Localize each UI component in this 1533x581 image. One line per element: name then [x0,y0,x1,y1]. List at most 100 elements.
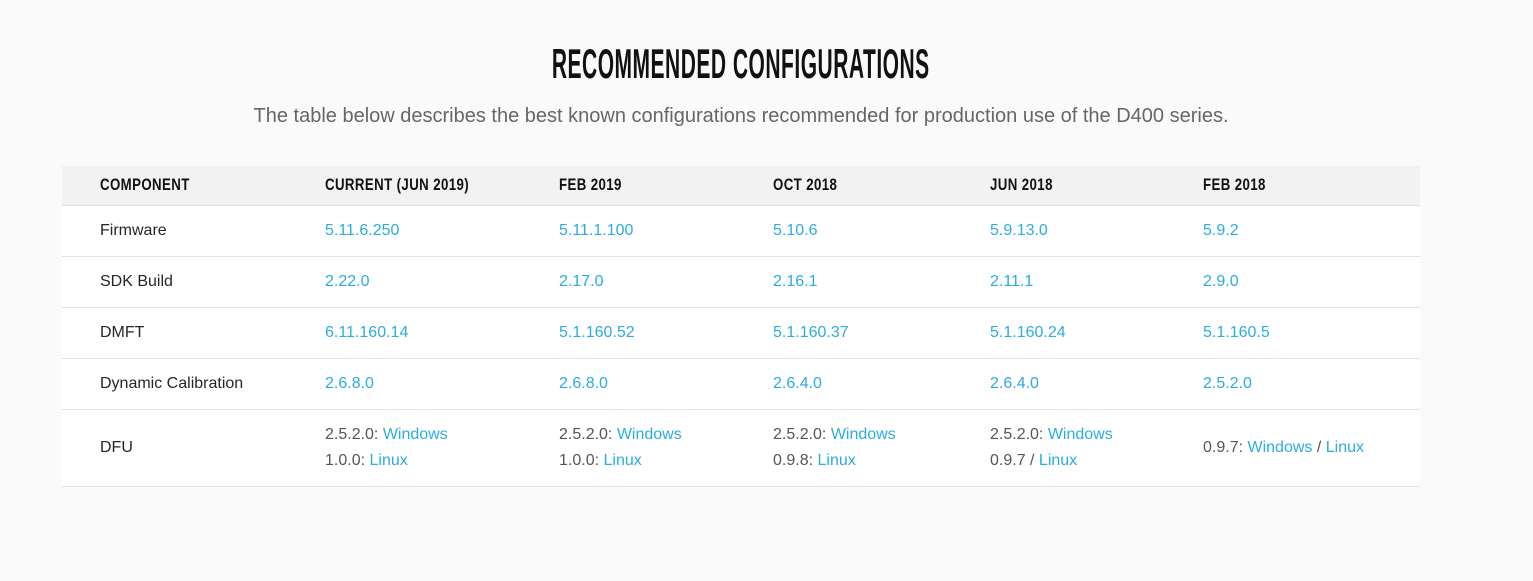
column-header-feb-2018: FEB 2018 [1165,166,1420,206]
version-link[interactable]: 2.6.4.0 [773,374,822,392]
version-line: 2.5.2.0: Windows [559,422,725,448]
version-line: 2.6.4.0 [773,371,942,397]
version-cell: 2.22.0 [287,256,521,308]
table-row-dfu: DFU 2.5.2.0: Windows 1.0.0: Linux 2.5.2.0: … [62,409,1420,487]
column-header-label: FEB 2019 [559,175,622,195]
version-text: 2.5.2.0: [773,425,831,443]
version-line: 1.0.0: Linux [325,448,511,474]
component-name: Dynamic Calibration [62,358,287,410]
page-subtitle: The table below describes the best known… [253,105,1229,127]
component-name: Firmware [62,205,287,257]
column-header-feb-2019: FEB 2019 [521,166,735,206]
version-link[interactable]: 2.5.2.0 [1203,374,1252,392]
version-cell: 5.1.160.52 [521,307,735,359]
column-header-oct-2018: OCT 2018 [735,166,952,206]
version-link[interactable]: Linux [817,451,856,469]
table-body: Firmware 5.11.6.250 5.11.1.100 5.10.6 5.9.13… [62,205,1420,487]
version-cell: 2.5.2.0: Windows 0.9.7 / Linux [952,409,1165,487]
version-cell: 5.1.160.24 [952,307,1165,359]
version-link[interactable]: 2.16.1 [773,272,818,290]
version-cell: 2.5.2.0: Windows 1.0.0: Linux [287,409,521,487]
version-line: 5.1.160.5 [1203,320,1410,346]
version-cell: 5.1.160.37 [735,307,952,359]
column-header-label: COMPONENT [100,175,190,195]
version-text: 2.5.2.0: [559,425,617,443]
column-header-component: COMPONENT [62,166,287,206]
version-cell: 5.9.2 [1165,205,1420,257]
version-cell: 2.9.0 [1165,256,1420,308]
version-cell: 2.5.2.0 [1165,358,1420,410]
version-link[interactable]: Windows [1047,425,1113,443]
version-text: 0.9.8: [773,451,818,469]
version-link[interactable]: Windows [616,425,682,443]
version-line: 5.1.160.52 [559,320,725,346]
component-name: SDK Build [62,256,287,308]
version-cell: 5.11.6.250 [287,205,521,257]
version-link[interactable]: 5.1.160.5 [1203,323,1270,341]
version-line: 2.6.8.0 [559,371,725,397]
version-line: 2.16.1 [773,269,942,295]
version-link[interactable]: Linux [1325,438,1364,456]
version-link[interactable]: 6.11.160.14 [325,323,409,341]
version-cell: 2.11.1 [952,256,1165,308]
version-text: 0.9.7: [1203,438,1248,456]
version-line: 0.9.7: Windows / Linux [1203,435,1410,461]
version-cell: 2.6.8.0 [287,358,521,410]
version-cell: 2.16.1 [735,256,952,308]
component-name: DFU [62,409,287,487]
page-title-text: RECOMMENDED CONFIGURATIONS [552,40,930,87]
column-header-jun-2018: JUN 2018 [952,166,1165,206]
table-row-dynamic-calibration: Dynamic Calibration 2.6.8.0 2.6.8.0 2.6.4.0… [62,358,1420,410]
component-name: DMFT [62,307,287,359]
version-link[interactable]: 5.11.6.250 [325,221,400,239]
version-link[interactable]: 5.1.160.24 [990,323,1066,341]
version-cell: 6.11.160.14 [287,307,521,359]
table-row-firmware: Firmware 5.11.6.250 5.11.1.100 5.10.6 5.9.13… [62,205,1420,257]
version-line: 0.9.8: Linux [773,448,942,474]
version-line: 0.9.7 / Linux [990,448,1155,474]
version-link[interactable]: 2.9.0 [1203,272,1239,290]
version-cell: 2.6.4.0 [735,358,952,410]
version-link[interactable]: Windows [382,425,448,443]
version-link[interactable]: 2.6.8.0 [325,374,374,392]
page-title: RECOMMENDED CONFIGURATIONS [62,40,1420,88]
version-link[interactable]: Windows [1247,438,1313,456]
content-column: RECOMMENDED CONFIGURATIONS The table bel… [62,0,1420,487]
column-header-label: JUN 2018 [990,175,1053,195]
version-line: 5.9.2 [1203,218,1410,244]
table-row-dmft: DMFT 6.11.160.14 5.1.160.52 5.1.160.37 5.1.1… [62,307,1420,359]
version-link[interactable]: Linux [369,451,408,469]
version-link[interactable]: 5.9.13.0 [990,221,1048,239]
version-cell: 2.6.4.0 [952,358,1165,410]
version-text: 1.0.0: [559,451,604,469]
version-line: 2.5.2.0: Windows [773,422,942,448]
version-link[interactable]: 5.10.6 [773,221,818,239]
column-header-label: CURRENT (JUN 2019) [325,175,470,195]
version-link[interactable]: 5.9.2 [1203,221,1239,239]
version-link[interactable]: 2.17.0 [559,272,604,290]
version-link[interactable]: 2.11.1 [990,272,1034,290]
version-link[interactable]: 2.6.4.0 [990,374,1039,392]
version-link[interactable]: 5.11.1.100 [559,221,634,239]
version-line: 2.6.4.0 [990,371,1155,397]
version-link[interactable]: Windows [830,425,896,443]
version-line: 2.11.1 [990,269,1155,295]
version-link[interactable]: 5.1.160.52 [559,323,635,341]
version-cell: 5.9.13.0 [952,205,1165,257]
version-line: 5.9.13.0 [990,218,1155,244]
version-cell: 5.10.6 [735,205,952,257]
column-header-label: OCT 2018 [773,175,838,195]
version-line: 2.22.0 [325,269,511,295]
version-link[interactable]: Linux [1038,451,1078,469]
version-cell: 2.6.8.0 [521,358,735,410]
version-link[interactable]: 5.1.160.37 [773,323,849,341]
version-line: 2.17.0 [559,269,725,295]
table-header-row: COMPONENT CURRENT (JUN 2019) FEB 2019 OCT 2… [62,166,1420,206]
version-link[interactable]: Linux [603,451,642,469]
version-line: 5.10.6 [773,218,942,244]
version-link[interactable]: 2.22.0 [325,272,370,290]
version-line: 2.5.2.0: Windows [990,422,1155,448]
version-cell: 2.5.2.0: Windows 0.9.8: Linux [735,409,952,487]
version-line: 2.5.2.0 [1203,371,1410,397]
version-link[interactable]: 2.6.8.0 [559,374,608,392]
